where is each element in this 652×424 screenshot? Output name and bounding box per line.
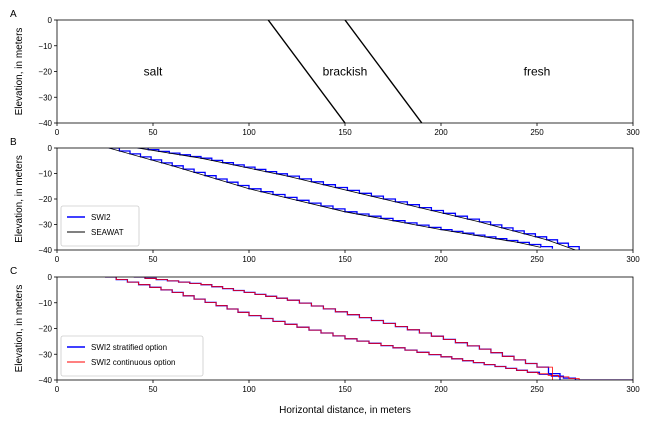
x-tick-label: 200: [434, 128, 448, 137]
axes-frame: [56, 147, 634, 251]
series-line-3: [105, 277, 633, 380]
plot-area: [108, 148, 580, 250]
y-tick-label: −20: [38, 68, 52, 77]
series-line-1: [108, 148, 554, 249]
series-line-4: [137, 148, 576, 250]
region-label-salt: salt: [144, 65, 163, 79]
plot-area: [105, 277, 633, 380]
x-tick-label: 300: [626, 128, 640, 137]
x-tick-label: 300: [626, 385, 640, 394]
x-tick-label: 100: [242, 255, 256, 264]
x-tick-label: 250: [530, 255, 544, 264]
x-tick-label: 200: [434, 255, 448, 264]
y-tick-label: 0: [48, 144, 53, 153]
legend-entry: SEAWAT: [91, 228, 124, 237]
legend: SWI2 SEAWAT: [60, 205, 140, 247]
x-tick-label: 150: [338, 385, 352, 394]
series-line-3: [108, 148, 541, 248]
y-tick-label: −10: [38, 42, 52, 51]
y-tick-label: −20: [38, 325, 52, 334]
series-line-2: [344, 20, 423, 123]
y-tick-label: −30: [38, 93, 52, 102]
x-tick-label: 0: [55, 385, 60, 394]
x-tick-label: 150: [338, 128, 352, 137]
x-tick-label: 100: [242, 128, 256, 137]
y-tick-label: −10: [38, 170, 52, 179]
x-tick-label: 100: [242, 385, 256, 394]
series-line-1: [267, 20, 346, 123]
y-tick-label: −40: [38, 376, 52, 385]
panel-letter: B: [10, 137, 17, 148]
plot-area: [267, 20, 423, 123]
legend-entry: SWI2 stratified option: [91, 343, 167, 352]
x-tick-label: 250: [530, 128, 544, 137]
y-axis-label: Elevation, in meters: [14, 155, 25, 243]
panel-letter: C: [10, 266, 17, 277]
y-tick-label: −40: [38, 246, 52, 255]
legend-entry: SWI2 continuous option: [91, 358, 176, 367]
x-tick-label: 150: [338, 255, 352, 264]
panel-b: B 0 50 100 150 200 250 300 0 −10 −20 −30 −40 Elevatio…: [10, 137, 640, 264]
legend: SWI2 stratified option SWI2 continuous op…: [60, 335, 204, 377]
legend-entry: SWI2: [91, 213, 111, 222]
x-tick-label: 200: [434, 385, 448, 394]
panel-c: C 0 50 100 150 200 250 300 0 −10 −20 −30 −40 Elevatio…: [10, 266, 640, 416]
x-tick-label: 50: [149, 128, 158, 137]
x-tick-label: 50: [149, 255, 158, 264]
series-line-2: [137, 148, 580, 250]
x-tick-label: 0: [55, 128, 60, 137]
y-tick-label: 0: [48, 16, 53, 25]
x-axis-label: Horizontal distance, in meters: [279, 405, 411, 416]
x-tick-label: 250: [530, 385, 544, 394]
y-tick-label: −20: [38, 195, 52, 204]
legend-box: [60, 205, 140, 247]
y-tick-label: −40: [38, 119, 52, 128]
x-tick-label: 300: [626, 255, 640, 264]
y-axis-label: Elevation, in meters: [14, 285, 25, 373]
x-tick-label: 50: [149, 385, 158, 394]
y-tick-label: −30: [38, 221, 52, 230]
y-tick-label: −30: [38, 350, 52, 359]
region-label-brackish: brackish: [323, 65, 368, 79]
legend-box: [60, 335, 204, 377]
panel-letter: A: [10, 9, 17, 20]
region-label-fresh: fresh: [524, 65, 551, 79]
y-tick-label: 0: [48, 273, 53, 282]
x-tick-label: 0: [55, 255, 60, 264]
series-line-4: [133, 277, 553, 380]
y-tick-label: −10: [38, 299, 52, 308]
y-axis-label: Elevation, in meters: [14, 28, 25, 116]
